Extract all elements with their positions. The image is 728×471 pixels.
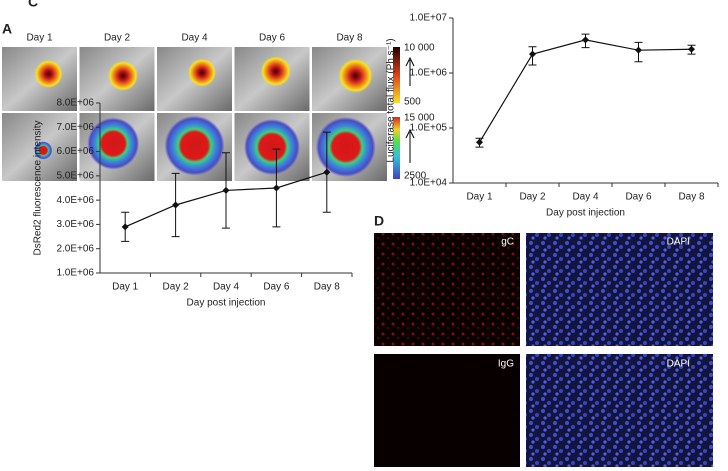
- marker: [688, 45, 695, 53]
- marker: [529, 50, 536, 58]
- micrograph: [526, 354, 713, 467]
- micrograph: [374, 233, 520, 346]
- y-tick-label: 8.0E+06: [56, 98, 94, 109]
- x-tick-label: Day 4: [213, 282, 240, 293]
- panel-a: A Day 1 Day 2 Day 4 Day 6 Day 8 10 000 500 1…: [2, 21, 435, 182]
- signal: [260, 56, 291, 87]
- marker: [323, 168, 331, 176]
- signal: [108, 60, 138, 91]
- x-tick-label: Day 2: [519, 192, 546, 203]
- y-tick-label: 1.0E+07: [409, 13, 447, 24]
- column-label: Day 8: [336, 33, 363, 44]
- y-tick-label: 6.0E+06: [56, 146, 94, 157]
- signal: [244, 119, 300, 175]
- signal: [188, 58, 216, 87]
- marker: [222, 186, 230, 194]
- marker: [172, 201, 180, 209]
- y-tick-label: 1.0E+05: [409, 123, 447, 134]
- signal: [34, 59, 63, 88]
- signal: [338, 58, 373, 93]
- y-axis-label: Luciferase total flux (Ph s⁻¹): [386, 38, 397, 162]
- scale-label: 10 000: [404, 43, 435, 54]
- x-tick-label: Day 1: [112, 282, 139, 293]
- panel-letter: C: [28, 0, 38, 10]
- column-label: Day 2: [104, 33, 131, 44]
- y-tick-label: 2.0E+06: [56, 243, 94, 254]
- x-tick-label: Day 1: [466, 192, 493, 203]
- column-label: Day 4: [181, 33, 208, 44]
- y-tick-label: 1.0E+06: [409, 68, 447, 79]
- panel-letter: D: [374, 213, 384, 229]
- arrow: [405, 56, 415, 86]
- signal: [34, 141, 53, 160]
- signal: [315, 117, 376, 177]
- x-tick-label: Day 8: [314, 282, 341, 293]
- column-label: Day 1: [26, 33, 53, 44]
- stain-label: DAPI: [667, 359, 690, 370]
- x-tick-label: Day 6: [625, 192, 652, 203]
- marker: [635, 46, 642, 54]
- y-tick-label: 5.0E+06: [56, 170, 94, 181]
- y-tick-label: 1.0E+06: [56, 268, 94, 279]
- color-scale: [393, 47, 400, 103]
- signal: [164, 115, 225, 176]
- micrograph: [374, 354, 520, 467]
- arrow: [405, 128, 415, 163]
- line: [478, 39, 692, 143]
- stain-label: IgG: [498, 359, 514, 370]
- x-axis-label: Day post injection: [187, 298, 266, 309]
- x-tick-label: Day 6: [263, 282, 290, 293]
- column-label: Day 6: [259, 33, 286, 44]
- stain-label: DAPI: [667, 237, 690, 248]
- marker: [476, 138, 483, 146]
- y-axis-label: DsRed2 fluorescence intensity: [33, 120, 44, 255]
- y-tick-label: 7.0E+06: [56, 122, 94, 133]
- x-tick-label: Day 8: [678, 192, 705, 203]
- x-axis-label: Day post injection: [546, 208, 625, 219]
- signal: [87, 117, 140, 170]
- panel-d: D gC DAPI IgG DAPI: [374, 213, 713, 467]
- x-tick-label: Day 4: [572, 192, 599, 203]
- stain-label: gC: [501, 237, 514, 248]
- marker: [272, 184, 280, 192]
- panel-letter: A: [2, 21, 12, 37]
- marker: [121, 223, 129, 231]
- color-scale: [393, 117, 400, 179]
- scale-label: 2500: [404, 171, 427, 182]
- y-tick-label: 3.0E+06: [56, 219, 94, 230]
- scale-label: 500: [404, 97, 421, 108]
- scale-label: 15 000: [404, 113, 435, 124]
- y-tick-label: 4.0E+06: [56, 195, 94, 206]
- x-tick-label: Day 2: [163, 282, 190, 293]
- marker: [582, 36, 589, 44]
- y-tick-label: 1.0E+04: [409, 178, 447, 189]
- micrograph: [526, 233, 713, 346]
